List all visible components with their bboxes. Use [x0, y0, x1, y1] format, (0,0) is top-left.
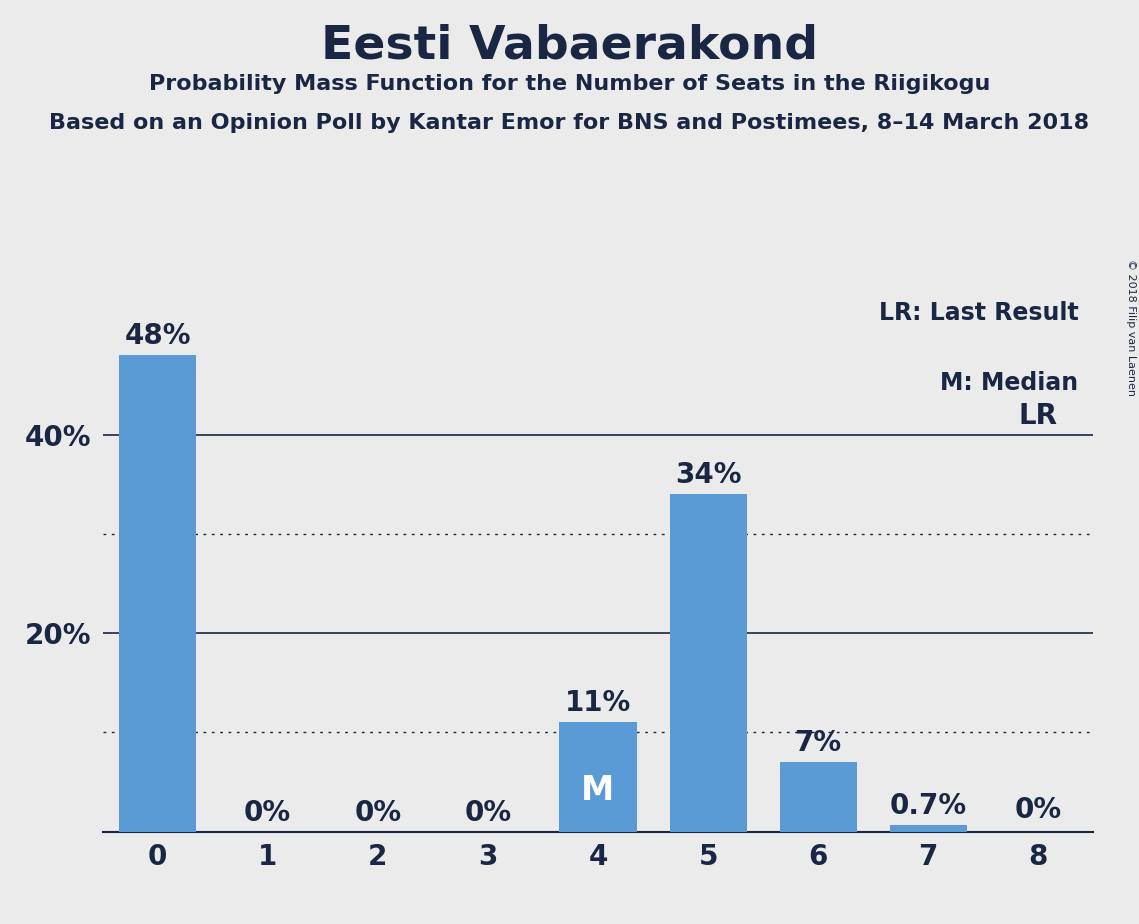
Text: Eesti Vabaerakond: Eesti Vabaerakond: [321, 23, 818, 68]
Text: 0%: 0%: [465, 798, 511, 827]
Text: M: Median: M: Median: [941, 371, 1079, 395]
Text: Probability Mass Function for the Number of Seats in the Riigikogu: Probability Mass Function for the Number…: [149, 74, 990, 94]
Text: M: M: [581, 773, 615, 807]
Text: 0.7%: 0.7%: [890, 792, 967, 820]
Text: LR: Last Result: LR: Last Result: [879, 301, 1079, 325]
Text: 7%: 7%: [795, 729, 842, 757]
Text: 34%: 34%: [674, 461, 741, 489]
Bar: [890, 824, 967, 832]
Bar: [559, 723, 637, 832]
Text: Based on an Opinion Poll by Kantar Emor for BNS and Postimees, 8–14 March 2018: Based on an Opinion Poll by Kantar Emor …: [49, 113, 1090, 133]
Text: LR: LR: [1019, 402, 1058, 430]
Text: © 2018 Filip van Laenen: © 2018 Filip van Laenen: [1126, 259, 1136, 395]
Text: 0%: 0%: [1015, 796, 1062, 823]
Bar: [780, 762, 857, 832]
Text: 0%: 0%: [244, 798, 292, 827]
Text: 11%: 11%: [565, 689, 631, 717]
Text: 48%: 48%: [124, 322, 191, 350]
Bar: [670, 494, 747, 832]
Bar: [118, 355, 196, 832]
Text: 0%: 0%: [354, 798, 401, 827]
